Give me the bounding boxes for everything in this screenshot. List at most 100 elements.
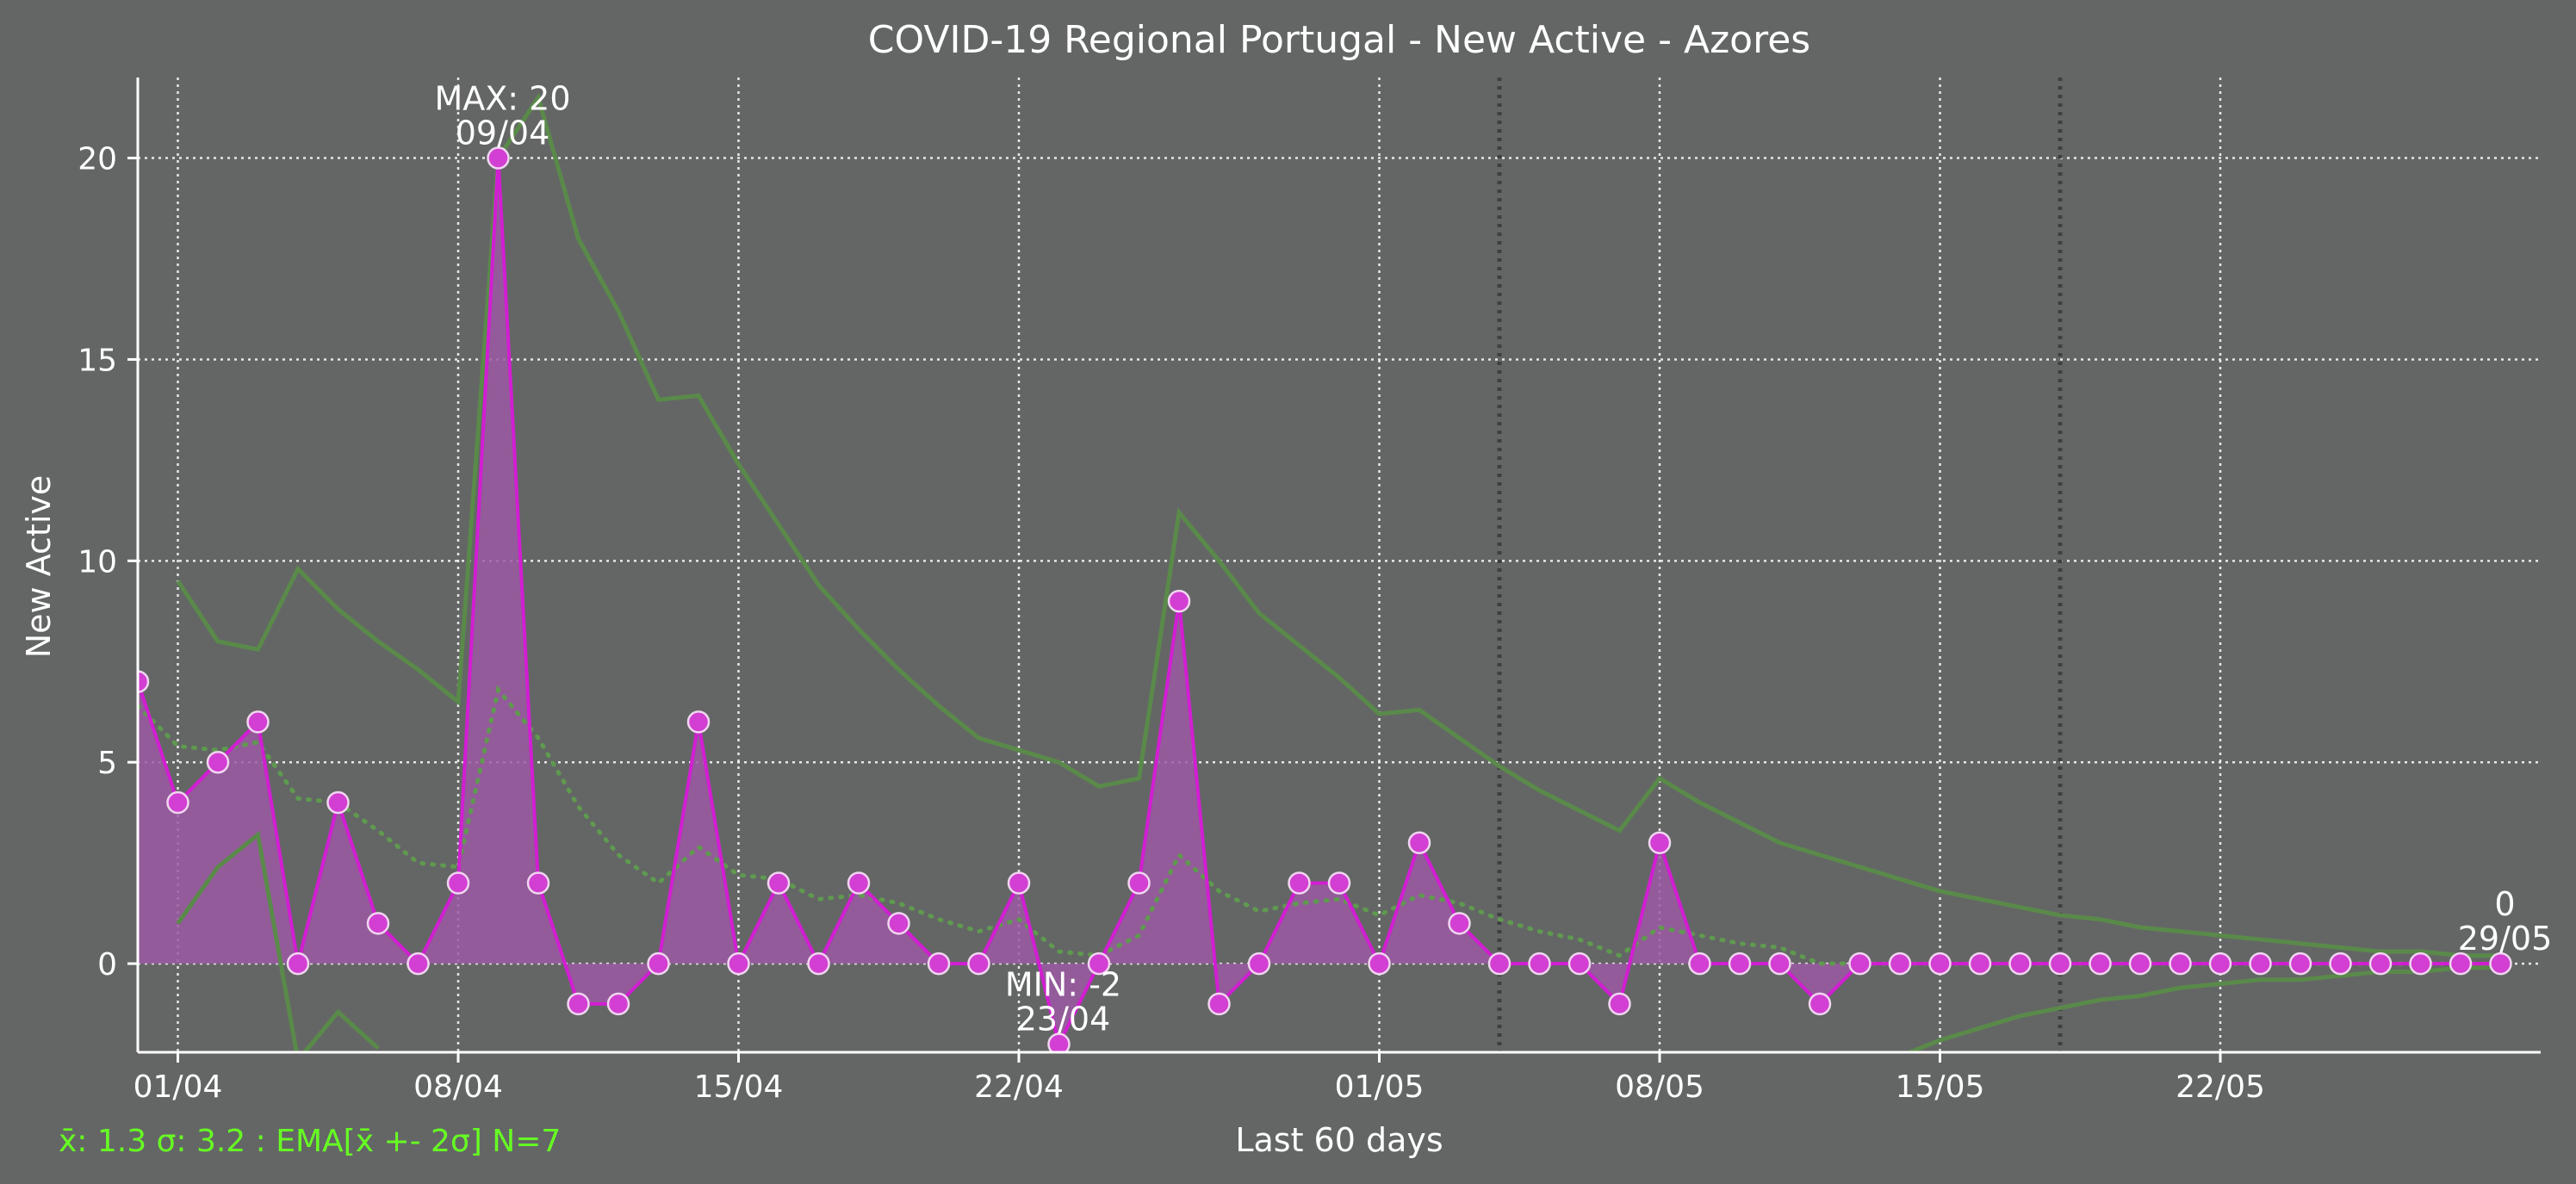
annotation-line: MIN: -2 — [1005, 966, 1121, 1004]
series-points — [138, 146, 2512, 1052]
data-point — [446, 871, 470, 895]
data-point — [1728, 952, 1752, 976]
annotation-line: 29/05 — [2458, 920, 2553, 958]
data-point — [526, 871, 550, 895]
data-point — [1448, 912, 1471, 935]
data-point — [1047, 1032, 1071, 1052]
data-point — [2208, 952, 2232, 976]
data-point — [1888, 952, 1912, 976]
data-point — [1648, 831, 1672, 855]
y-tick-label: 5 — [97, 746, 117, 781]
data-point — [2249, 952, 2272, 976]
data-point — [2409, 952, 2432, 976]
chart-title: COVID-19 Regional Portugal - New Active … — [868, 18, 1810, 62]
data-point — [887, 912, 910, 935]
data-point — [2288, 952, 2312, 976]
data-point — [286, 952, 310, 976]
data-point — [2089, 952, 2112, 976]
data-point — [138, 670, 150, 693]
data-point — [967, 952, 990, 976]
data-point — [727, 952, 750, 976]
annotations: MAX: 20 09/04 MIN: -2 23/04 0 29/05 — [434, 80, 2552, 1038]
series-area-fill — [138, 158, 2501, 1045]
x-tick-label: 01/05 — [1335, 1069, 1425, 1105]
x-tick-labels: 01/04 08/04 15/04 22/04 01/05 08/05 15/05 22/05 — [133, 1052, 2265, 1105]
data-point — [407, 952, 430, 976]
data-point — [767, 871, 791, 895]
data-point — [326, 790, 350, 815]
data-point — [1528, 952, 1551, 976]
annotation-label: MAX: 20 09/04 — [434, 80, 570, 152]
annotation-line: 0 — [2494, 885, 2515, 923]
axes — [136, 77, 2541, 1054]
data-point — [1087, 952, 1111, 976]
y-tick-labels: 0 5 10 15 20 — [78, 142, 138, 983]
annotation-line: MAX: 20 — [434, 80, 570, 118]
stats-text: x̄: 1.3 σ: 3.2 : EMA[x̄ +- 2σ] N=7 — [59, 1124, 561, 1159]
data-point — [1368, 952, 1391, 976]
data-point — [206, 750, 230, 774]
y-axis-label: New Active — [20, 475, 58, 659]
annotation-line: 23/04 — [1016, 1001, 1111, 1038]
data-point — [927, 952, 951, 976]
data-point — [2329, 952, 2352, 976]
data-point — [1688, 952, 1711, 976]
data-point — [2368, 952, 2393, 976]
annotation-label: 0 29/05 — [2458, 885, 2553, 958]
y-tick-label: 10 — [78, 544, 117, 580]
annotation-label: MIN: -2 23/04 — [1005, 966, 1121, 1038]
data-point — [1327, 871, 1351, 895]
ema-dotted-line — [138, 685, 2503, 966]
data-point — [2489, 952, 2512, 976]
data-point — [2449, 952, 2473, 976]
data-point — [1848, 952, 1871, 976]
data-point — [2169, 952, 2192, 976]
data-point — [1768, 952, 1791, 976]
x-tick-label: 15/04 — [694, 1069, 784, 1105]
data-point — [1288, 871, 1311, 895]
data-point — [606, 992, 630, 1016]
data-point — [1567, 952, 1592, 976]
data-point — [1608, 992, 1631, 1016]
ema-bands — [176, 92, 2501, 1052]
data-point — [166, 790, 189, 815]
data-point — [2008, 952, 2032, 976]
data-point — [2048, 952, 2072, 976]
weekend-markers — [1497, 77, 2063, 1052]
ema-line — [138, 685, 2503, 966]
data-point — [2128, 952, 2152, 976]
data-point — [807, 952, 830, 976]
data-point — [1007, 871, 1031, 895]
data-point — [1407, 831, 1431, 855]
data-point — [1928, 952, 1952, 976]
x-tick-label: 22/04 — [974, 1069, 1064, 1105]
x-tick-label: 08/04 — [413, 1069, 503, 1105]
data-point — [1247, 952, 1271, 976]
y-tick-label: 20 — [78, 142, 117, 177]
data-point — [1968, 952, 1992, 976]
y-tick-label: 15 — [78, 343, 117, 378]
x-tick-label: 22/05 — [2176, 1069, 2265, 1105]
annotation-line: 09/04 — [456, 115, 550, 152]
y-tick-label: 0 — [97, 947, 117, 983]
data-point — [246, 710, 270, 734]
data-point — [1808, 992, 1832, 1016]
x-tick-label: 15/05 — [1896, 1069, 1985, 1105]
data-point — [847, 871, 871, 895]
data-point — [686, 710, 711, 734]
data-point — [366, 912, 390, 935]
data-point — [487, 146, 510, 170]
data-point — [1167, 589, 1191, 613]
x-tick-label: 08/05 — [1615, 1069, 1704, 1105]
data-point — [1487, 952, 1511, 976]
data-point — [647, 952, 670, 976]
x-axis-label: Last 60 days — [1235, 1121, 1443, 1159]
data-point — [567, 992, 590, 1016]
data-point — [1207, 992, 1231, 1016]
series-area — [138, 158, 2501, 1045]
data-point — [1127, 871, 1151, 895]
lower-band-line — [176, 830, 2501, 1052]
upper-band-line — [176, 92, 2501, 958]
